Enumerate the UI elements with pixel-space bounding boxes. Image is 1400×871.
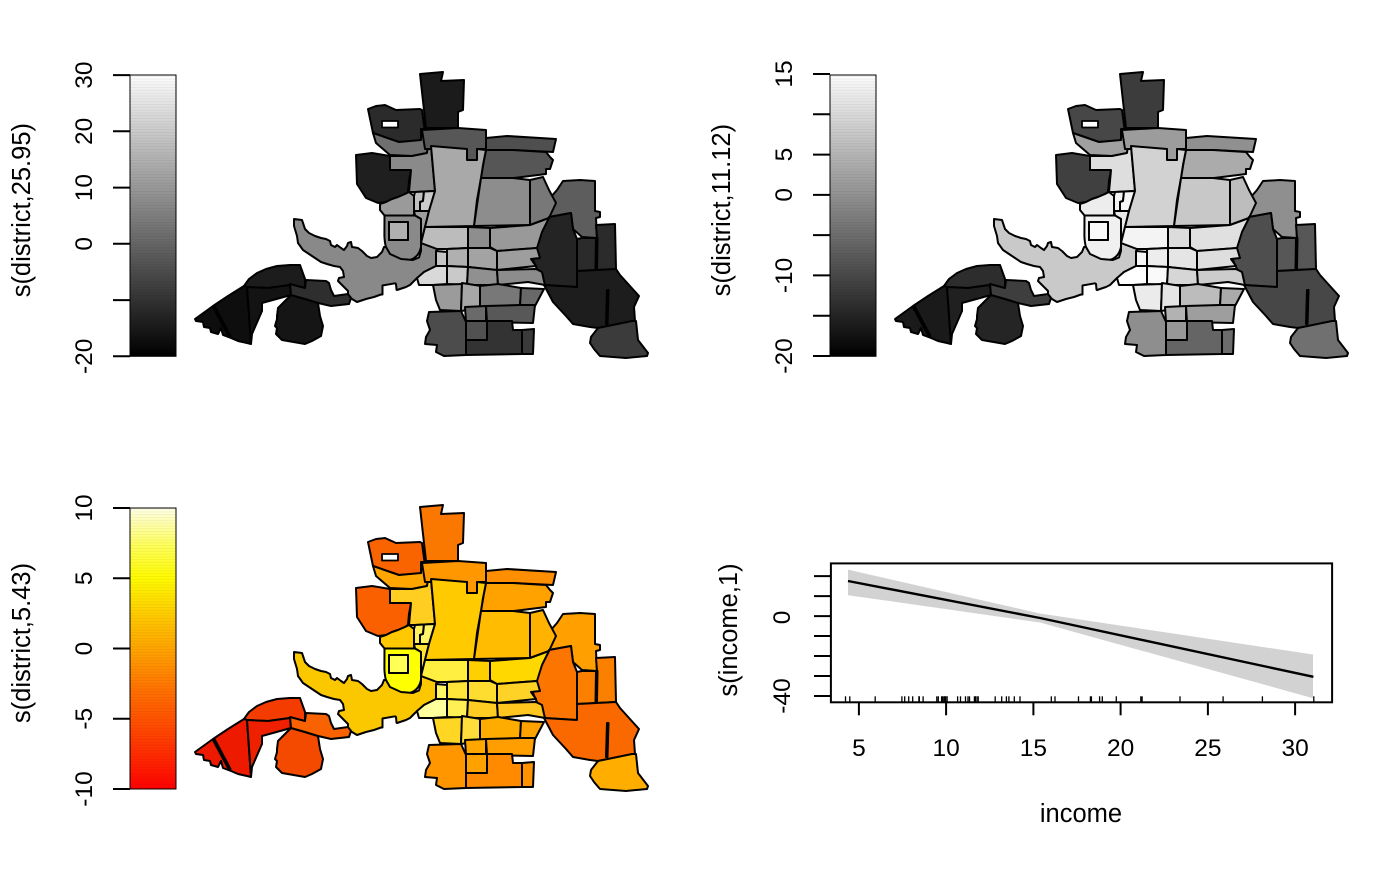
svg-text:income: income	[1040, 800, 1122, 828]
svg-text:10: 10	[71, 494, 98, 521]
svg-text:30: 30	[1281, 735, 1308, 762]
svg-text:s(district,5.43): s(district,5.43)	[8, 563, 36, 723]
svg-text:-5: -5	[71, 708, 98, 730]
svg-text:20: 20	[1107, 735, 1134, 762]
svg-text:15: 15	[1020, 735, 1047, 762]
svg-text:5: 5	[852, 735, 866, 762]
svg-text:s(district,11.12): s(district,11.12)	[708, 124, 736, 296]
svg-text:5: 5	[771, 148, 798, 162]
svg-text:-10: -10	[771, 258, 798, 293]
svg-text:-40: -40	[769, 678, 796, 713]
svg-text:5: 5	[71, 571, 98, 585]
svg-text:-20: -20	[771, 338, 798, 373]
svg-text:s(district,25.95): s(district,25.95)	[8, 123, 36, 297]
svg-text:25: 25	[1194, 735, 1221, 762]
svg-text:10: 10	[932, 735, 959, 762]
svg-text:-20: -20	[71, 339, 98, 374]
svg-text:10: 10	[71, 174, 98, 201]
svg-text:15: 15	[771, 60, 798, 87]
svg-text:20: 20	[71, 118, 98, 145]
svg-text:0: 0	[769, 611, 796, 625]
svg-text:s(income,1): s(income,1)	[715, 563, 743, 696]
svg-text:0: 0	[71, 237, 98, 251]
svg-text:-10: -10	[71, 771, 98, 806]
svg-text:30: 30	[71, 61, 98, 88]
svg-text:0: 0	[771, 188, 798, 202]
svg-text:0: 0	[71, 642, 98, 656]
